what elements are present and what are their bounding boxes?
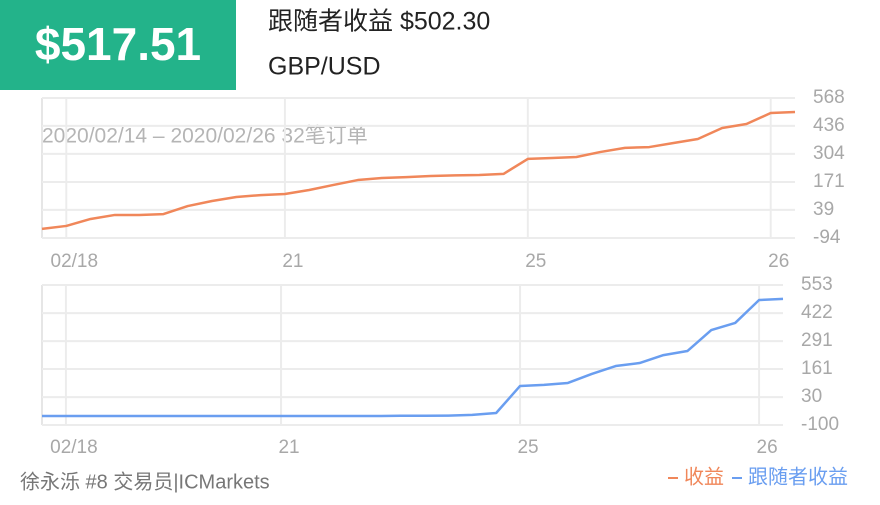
x-tick-label: 02/18	[51, 251, 99, 272]
subtitle: 2020/02/14 – 2020/02/26 32笔订单	[42, 125, 368, 148]
line	[41, 110, 796, 231]
y-tick-label: 171	[813, 171, 845, 192]
y-tick-label: 436	[813, 115, 845, 136]
x-tick-label: 25	[525, 251, 546, 272]
y-tick-label: 422	[801, 302, 833, 323]
y-tick-label: 161	[801, 358, 833, 379]
y-tick-label: 568	[813, 87, 845, 108]
x-tick-label: 25	[517, 437, 538, 458]
legend-label: 收益	[684, 465, 724, 488]
amount: $517.51	[35, 18, 201, 70]
x-tick-label: 26	[757, 437, 778, 458]
legend-label: 跟随者收益	[748, 465, 848, 488]
y-tick-label: 304	[813, 143, 845, 164]
line	[42, 297, 784, 418]
y-tick-label: 39	[813, 199, 834, 220]
y-tick-label: -100	[801, 414, 839, 435]
pair: GBP/USD	[268, 53, 381, 81]
amount-badge	[0, 0, 236, 90]
x-tick-label: 21	[278, 437, 299, 458]
y-tick-label: -94	[813, 227, 841, 248]
x-tick-label: 02/18	[50, 437, 98, 458]
y-tick-label: 30	[801, 386, 822, 407]
x-tick-label: 26	[768, 251, 789, 272]
trader: 徐永泺 #8 交易员|ICMarkets	[20, 470, 270, 493]
follower-profit: 跟随者收益 $502.30	[268, 8, 490, 36]
x-tick-label: 21	[282, 251, 303, 272]
y-tick-label: 553	[801, 274, 833, 295]
y-tick-label: 291	[801, 330, 833, 351]
